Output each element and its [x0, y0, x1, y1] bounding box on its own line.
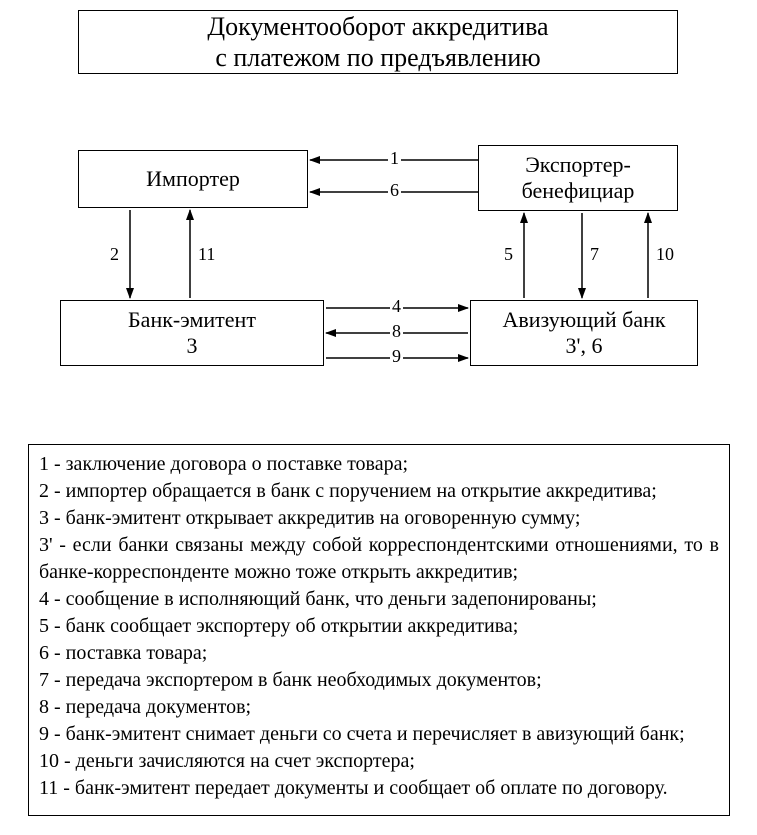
legend-item: 7 - передача экспортером в банк необходи… [39, 667, 719, 694]
legend-item: 2 - импортер обращается в банк с поручен… [39, 478, 719, 505]
legend-item: 10 - деньги зачисляются на счет экспорте… [39, 748, 719, 775]
legend-item: 6 - поставка товара; [39, 640, 719, 667]
edge-label-1: 1 [388, 149, 401, 167]
legend-item: 1 - заключение договора о поставке товар… [39, 451, 719, 478]
edge-label-11: 11 [196, 245, 217, 263]
edge-label-4: 4 [390, 297, 403, 315]
edge-label-9: 9 [390, 347, 403, 365]
edge-label-5: 5 [502, 245, 515, 263]
legend-box: 1 - заключение договора о поставке товар… [28, 444, 730, 816]
legend-item: 11 - банк-эмитент передает документы и с… [39, 775, 719, 802]
edge-label-7: 7 [588, 245, 601, 263]
legend-item: 8 - передача документов; [39, 694, 719, 721]
legend-item: 9 - банк-эмитент снимает деньги со счета… [39, 721, 719, 748]
edge-label-8: 8 [390, 322, 403, 340]
legend-item: 3 - банк-эмитент открывает аккредитив на… [39, 505, 719, 532]
edge-label-10: 10 [654, 245, 676, 263]
legend-item: 5 - банк сообщает экспортеру об открытии… [39, 613, 719, 640]
edge-label-2: 2 [108, 245, 121, 263]
connectors-layer [0, 0, 757, 440]
legend-item: 3' - если банки связаны между собой корр… [39, 532, 719, 586]
edge-label-6: 6 [388, 181, 401, 199]
legend-item: 4 - сообщение в исполняющий банк, что де… [39, 586, 719, 613]
